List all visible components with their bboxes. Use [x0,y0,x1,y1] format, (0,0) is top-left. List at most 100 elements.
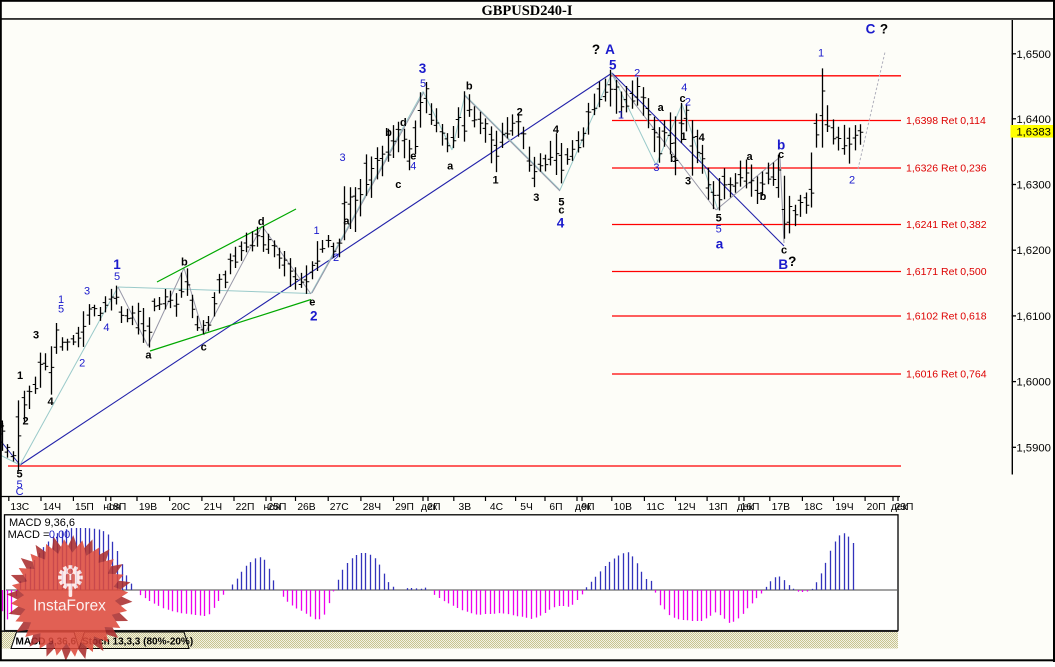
svg-text:1,6000: 1,6000 [1016,377,1051,389]
svg-text:18С: 18С [804,502,823,513]
svg-text:?: ? [788,254,796,269]
svg-text:4: 4 [47,396,54,408]
svg-text:a: a [716,237,724,252]
svg-text:?: ? [592,42,600,57]
svg-text:22П: 22П [236,502,255,513]
svg-text:3В: 3В [458,502,471,513]
svg-text:3: 3 [339,152,345,164]
svg-text:b: b [181,257,188,269]
svg-text:20С: 20С [171,502,190,513]
svg-text:5: 5 [716,224,722,236]
svg-text:1: 1 [492,174,498,186]
svg-text:4: 4 [553,124,560,136]
svg-text:2: 2 [849,175,855,187]
svg-text:MACD =: MACD = [8,529,50,541]
svg-text:5Ч: 5Ч [520,502,533,513]
svg-text:1: 1 [313,225,319,237]
svg-text:2: 2 [79,357,85,369]
svg-text:1,6016 Ret 0,764: 1,6016 Ret 0,764 [906,369,987,381]
svg-text:20П: 20П [867,502,886,513]
svg-text:?: ? [880,21,888,36]
svg-text:1,6171 Ret 0,500: 1,6171 Ret 0,500 [906,266,987,278]
svg-text:2: 2 [685,97,691,109]
svg-text:3: 3 [419,61,427,76]
svg-text:дек: дек [575,502,592,513]
svg-text:10В: 10В [614,502,632,513]
svg-text:3: 3 [33,330,39,342]
svg-text:b: b [466,81,473,93]
svg-text:2: 2 [22,416,28,428]
svg-text:6П: 6П [549,502,562,513]
svg-text:ноя: ноя [264,502,281,513]
svg-text:13П: 13П [709,502,728,513]
svg-text:3: 3 [533,192,539,204]
svg-text:C: C [866,21,876,36]
svg-text:d: d [400,117,407,129]
svg-text:b: b [777,137,785,152]
svg-text:28Ч: 28Ч [363,502,381,513]
svg-text:b: b [385,127,392,139]
svg-text:1: 1 [681,131,687,143]
svg-text:12Ч: 12Ч [677,502,695,513]
svg-text:15П: 15П [75,502,94,513]
svg-text:21Ч: 21Ч [204,502,222,513]
svg-text:1,6102 Ret 0,618: 1,6102 Ret 0,618 [906,311,987,323]
svg-text:1: 1 [113,257,121,272]
svg-text:a: a [447,161,454,173]
svg-text:2: 2 [310,309,318,324]
svg-text:d: d [258,216,265,228]
svg-text:4: 4 [681,82,687,94]
svg-text:17В: 17В [772,502,790,513]
svg-text:c: c [395,179,401,191]
svg-text:4: 4 [557,216,565,231]
svg-text:2: 2 [517,106,523,118]
svg-text:1,6241 Ret 0,382: 1,6241 Ret 0,382 [906,219,987,231]
svg-text:5: 5 [420,78,426,90]
svg-text:1,6300: 1,6300 [1016,180,1051,192]
svg-text:1,6100: 1,6100 [1016,311,1051,323]
svg-text:29П: 29П [395,502,414,513]
svg-text:4: 4 [103,322,109,334]
svg-text:C: C [16,486,24,498]
svg-text:A: A [605,42,615,57]
svg-text:4: 4 [699,132,706,144]
svg-text:19Ч: 19Ч [835,502,853,513]
svg-text:B: B [778,257,788,272]
svg-text:InstaForex: InstaForex [33,598,106,615]
svg-text:1,6500: 1,6500 [1016,49,1051,61]
svg-text:дек: дек [737,502,754,513]
svg-text:1,6326 Ret 0,236: 1,6326 Ret 0,236 [906,163,987,175]
svg-text:дек: дек [421,502,438,513]
svg-text:1: 1 [17,370,23,382]
svg-text:a: a [658,102,665,114]
svg-text:14Ч: 14Ч [43,502,61,513]
svg-text:5: 5 [114,271,120,283]
svg-text:2: 2 [634,68,640,80]
svg-text:a: a [145,350,152,362]
svg-text:ноя: ноя [103,502,120,513]
svg-text:5: 5 [609,58,617,73]
svg-text:5: 5 [58,303,64,315]
svg-text:26В: 26В [297,502,315,513]
svg-text:a: a [343,215,350,227]
svg-text:дек: дек [891,502,908,513]
svg-text:19В: 19В [139,502,157,513]
svg-text:0,00: 0,00 [49,529,70,541]
svg-text:GBPUSD240-I: GBPUSD240-I [481,3,572,19]
svg-text:MACD 9,36,6: MACD 9,36,6 [9,517,75,529]
svg-text:1: 1 [618,109,624,121]
svg-text:b: b [670,153,677,165]
svg-text:1,6383: 1,6383 [1016,127,1051,139]
svg-text:1,6398 Ret 0,114: 1,6398 Ret 0,114 [906,115,986,127]
svg-text:2: 2 [333,252,339,264]
svg-text:27С: 27С [330,502,349,513]
svg-text:1: 1 [818,48,824,60]
svg-text:3: 3 [84,285,90,297]
svg-text:13С: 13С [10,502,29,513]
svg-text:a: a [746,151,753,163]
svg-text:4С: 4С [490,502,504,513]
svg-text:c: c [781,245,787,257]
svg-text:e: e [309,297,315,309]
svg-text:1,5900: 1,5900 [1016,442,1051,454]
svg-text:3: 3 [685,176,691,188]
